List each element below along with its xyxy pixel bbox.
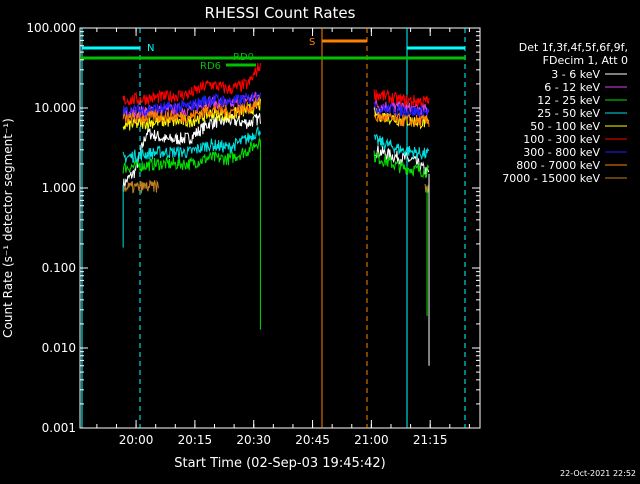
series-line [373, 88, 430, 108]
series-line [122, 179, 159, 194]
x-tick-label: 20:45 [295, 433, 330, 447]
series-line [373, 111, 430, 128]
night-label: N [147, 43, 154, 54]
saa-label: S [309, 37, 315, 48]
legend-entry-label: 800 - 7000 keV [516, 159, 600, 172]
legend-header: FDecim 1, Att 0 [543, 54, 628, 67]
series-line [122, 92, 261, 119]
series-line [122, 136, 261, 174]
legend-entry-label: 50 - 100 keV [530, 120, 600, 133]
series-line [373, 134, 430, 161]
footer-timestamp: 22-Oct-2021 22:52 [560, 469, 636, 478]
series-line [122, 98, 261, 131]
y-tick-label: 10.000 [34, 101, 76, 115]
y-tick-label: 100.000 [26, 21, 76, 35]
series-line [373, 101, 430, 120]
legend-entry-label: 6 - 12 keV [544, 81, 600, 94]
series-line [373, 150, 430, 179]
series-line [122, 62, 261, 106]
legend-entry-label: 100 - 300 keV [523, 133, 600, 146]
series-layer [122, 62, 430, 366]
rd0-label: RD0 [233, 52, 254, 63]
marker-layer: N S RD0 RD6 [80, 28, 466, 428]
series-line [122, 96, 261, 125]
y-tick-label: 0.010 [42, 341, 76, 355]
y-axis: 100.000 10.000 1.000 0.100 0.010 0.001 [26, 21, 480, 435]
y-tick-label: 1.000 [42, 181, 76, 195]
x-axis: 20:00 20:15 20:30 20:45 21:00 21:15 [96, 28, 470, 447]
series-line [424, 182, 430, 193]
legend-header: Det 1f,3f,4f,5f,6f,9f, [519, 41, 628, 54]
x-tick-label: 21:15 [413, 433, 448, 447]
x-tick-label: 20:00 [119, 433, 154, 447]
plot-frame [79, 27, 481, 429]
x-tick-label: 20:15 [178, 433, 213, 447]
y-tick-label: 0.100 [42, 261, 76, 275]
legend-entry-label: 3 - 6 keV [551, 68, 600, 81]
chart-title: RHESSI Count Rates [205, 4, 356, 22]
legend: Det 1f,3f,4f,5f,6f,9f,FDecim 1, Att 03 -… [502, 41, 628, 185]
legend-entry-label: 12 - 25 keV [537, 94, 600, 107]
x-tick-label: 21:00 [354, 433, 389, 447]
x-axis-label: Start Time (02-Sep-03 19:45:42) [174, 456, 385, 471]
rd6-label: RD6 [200, 61, 221, 72]
series-line [122, 113, 261, 192]
legend-entry-label: 300 - 800 keV [523, 146, 600, 159]
series-line [122, 126, 261, 164]
legend-entry-label: 25 - 50 keV [537, 107, 600, 120]
legend-entry-label: 7000 - 15000 keV [502, 172, 600, 185]
y-axis-label: Count Rate (s⁻¹ detector segment⁻¹) [1, 118, 15, 338]
y-tick-label: 0.001 [42, 421, 76, 435]
x-tick-label: 20:30 [236, 433, 271, 447]
